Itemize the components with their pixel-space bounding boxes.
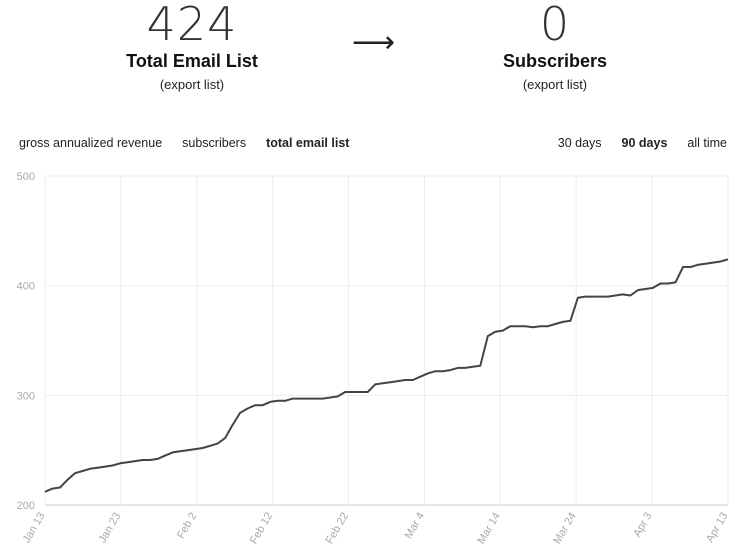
subscribers-stat: 0 Subscribers (export list) <box>425 0 685 94</box>
total-email-list-count: 424 <box>146 0 238 51</box>
tab-30-days[interactable]: 30 days <box>557 136 602 150</box>
x-tick-label: Feb 22 <box>324 511 352 547</box>
x-tick-label: Mar 4 <box>403 511 427 541</box>
y-tick-label: 500 <box>17 171 35 183</box>
total-email-list-stat: 424 Total Email List (export list) <box>62 0 322 94</box>
y-tick-label: 200 <box>17 500 35 512</box>
x-tick-label: Mar 14 <box>475 511 503 547</box>
x-tick-label: Apr 13 <box>704 511 731 545</box>
tab-90-days[interactable]: 90 days <box>621 136 668 150</box>
total-email-list-title: Total Email List <box>126 51 258 71</box>
y-tick-label: 300 <box>17 390 35 402</box>
x-tick-label: Mar 24 <box>551 511 579 547</box>
export-subscribers-link[interactable]: (export list) <box>522 77 588 92</box>
x-tick-label: Apr 3 <box>631 511 655 540</box>
x-axis: Jan 13 Jan 23 Feb 2 Feb 12 Feb 22 Mar 4 Mar 14… <box>21 511 731 547</box>
right-arrow-icon: ⟶ <box>352 26 396 59</box>
x-tick-label: Feb 12 <box>248 511 276 547</box>
chart-grid <box>44 175 729 506</box>
email-list-line-chart: 200 300 400 500 Jan 13 Jan 23 Feb 2 Feb 12 Feb … <box>17 171 731 547</box>
tab-total-email-list[interactable]: total email list <box>266 136 350 150</box>
export-email-list-link[interactable]: (export list) <box>159 77 225 92</box>
subscribers-title: Subscribers <box>502 51 608 71</box>
tab-all-time[interactable]: all time <box>687 136 727 150</box>
range-tabs: 30 days 90 days all time <box>538 136 727 150</box>
subscribers-count: 0 <box>539 0 571 51</box>
x-tick-label: Jan 23 <box>97 511 124 546</box>
y-axis: 200 300 400 500 <box>17 171 35 512</box>
tab-subscribers[interactable]: subscribers <box>182 136 247 150</box>
x-tick-label: Jan 13 <box>21 511 48 546</box>
y-tick-label: 400 <box>17 281 35 293</box>
metric-tabs: gross annualized revenue subscribers tot… <box>19 136 349 150</box>
x-tick-label: Feb 2 <box>175 511 199 541</box>
series-line <box>44 258 729 493</box>
tab-gross-annualized-revenue[interactable]: gross annualized revenue <box>19 136 163 150</box>
